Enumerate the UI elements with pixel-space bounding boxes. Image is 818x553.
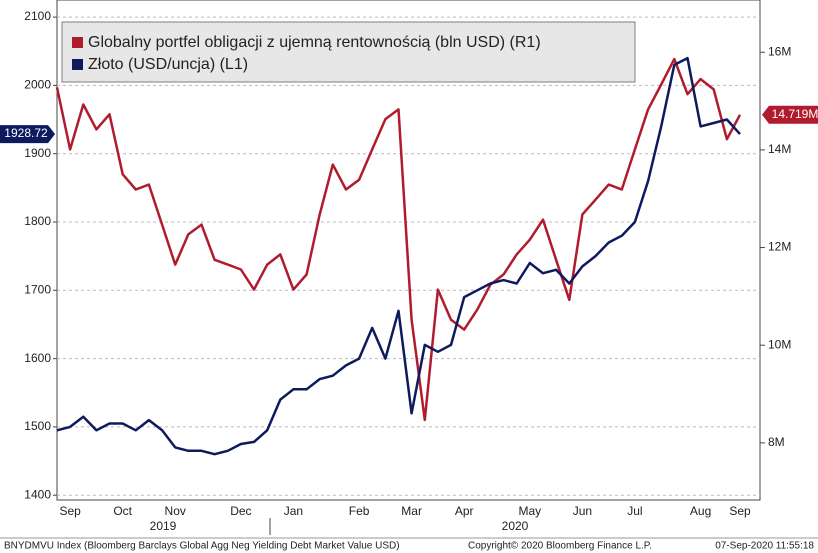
legend-label: Złoto (USD/uncja) (L1) bbox=[88, 56, 248, 73]
legend-swatch bbox=[72, 59, 83, 70]
y-tick-label: 1700 bbox=[24, 282, 51, 296]
timestamp: 07-Sep-2020 11:55:18 bbox=[715, 541, 814, 552]
y-tick-label: 1800 bbox=[24, 214, 51, 228]
x-tick-label: Apr bbox=[455, 504, 474, 518]
x-tick-label: Nov bbox=[165, 504, 186, 518]
y-tick-label: 2100 bbox=[24, 9, 51, 23]
legend-swatch bbox=[72, 37, 83, 48]
copyright: Copyright© 2020 Bloomberg Finance L.P. bbox=[468, 541, 652, 552]
value-label: 1928.72 bbox=[4, 126, 48, 140]
x-tick-label: Sep bbox=[729, 504, 751, 518]
x-tick-label: Feb bbox=[349, 504, 370, 518]
series-line bbox=[56, 56, 741, 456]
series-line bbox=[55, 57, 742, 422]
x-tick-label: Mar bbox=[401, 504, 422, 518]
y-tick-label: 2000 bbox=[24, 78, 51, 92]
legend-label: Globalny portfel obligacji z ujemną rent… bbox=[88, 34, 541, 51]
year-label: 2019 bbox=[150, 519, 177, 533]
x-tick-label: Jun bbox=[573, 504, 592, 518]
x-tick-label: Jan bbox=[284, 504, 303, 518]
year-label: 2020 bbox=[502, 519, 529, 533]
y2-tick-label: 12M bbox=[768, 240, 791, 254]
legend-box bbox=[61, 21, 636, 83]
source: BNYDMVU Index (Bloomberg Barclays Global… bbox=[4, 541, 400, 552]
y-tick-label: 1500 bbox=[24, 419, 51, 433]
x-tick-label: Jul bbox=[627, 504, 642, 518]
y2-tick-label: 16M bbox=[768, 44, 791, 58]
x-tick-label: Oct bbox=[113, 504, 132, 518]
y-tick-label: 1400 bbox=[24, 487, 51, 501]
y2-tick-label: 10M bbox=[768, 337, 791, 351]
x-tick-label: May bbox=[519, 504, 542, 518]
y2-tick-label: 14M bbox=[768, 142, 791, 156]
y-tick-label: 1600 bbox=[24, 351, 51, 365]
x-tick-label: Aug bbox=[690, 504, 711, 518]
x-tick-label: Dec bbox=[230, 504, 251, 518]
x-tick-label: Sep bbox=[59, 504, 81, 518]
value-flag bbox=[0, 125, 55, 144]
value-flag bbox=[762, 105, 818, 124]
y2-tick-label: 8M bbox=[768, 435, 785, 449]
y-tick-label: 1900 bbox=[24, 146, 51, 160]
value-label: 14.719M bbox=[772, 107, 818, 121]
